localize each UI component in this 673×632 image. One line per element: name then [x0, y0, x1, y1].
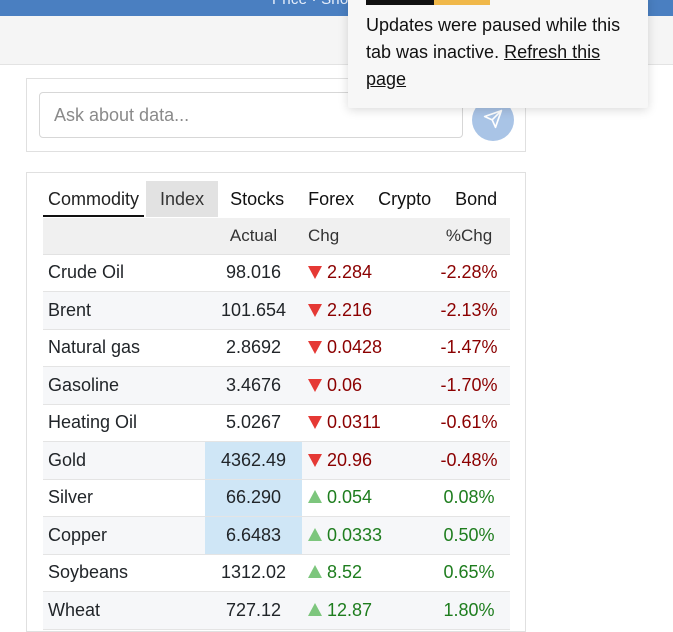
actual-value: 66.290: [205, 479, 302, 517]
market-table-panel: Commodity Index Stocks Forex Crypto Bond…: [26, 172, 526, 632]
commodity-name[interactable]: Wheat: [43, 591, 205, 630]
down-arrow-icon: [308, 303, 322, 317]
header-actual[interactable]: Actual: [205, 218, 302, 255]
toast-accent-dark: [366, 0, 434, 5]
change-value: 8.52: [327, 562, 363, 583]
actual-value: 1312.02: [205, 554, 302, 592]
table-row[interactable]: Wheat 727.12 12.87 1.80%: [43, 591, 510, 630]
commodity-name[interactable]: Brent: [43, 291, 205, 330]
toast-message: Updates were paused while this tab was i…: [366, 12, 636, 93]
percent-change: 1.80%: [428, 591, 510, 630]
table-row[interactable]: Natural gas 2.8692 0.0428 -1.47%: [43, 329, 510, 367]
change-cell: 2.216: [302, 291, 428, 330]
change-cell: 0.0428: [302, 329, 428, 367]
down-arrow-icon: [308, 266, 322, 280]
up-arrow-icon: [308, 565, 322, 579]
commodity-name[interactable]: Natural gas: [43, 329, 205, 367]
change-cell: 0.054: [302, 479, 428, 517]
commodity-table: Actual Chg %Chg Crude Oil 98.016 2.284 -2.2…: [43, 218, 510, 630]
change-value: 0.06: [327, 374, 363, 395]
actual-value: 3.4676: [205, 366, 302, 405]
change-value: 0.0333: [327, 524, 383, 545]
change-cell: 0.06: [302, 366, 428, 405]
percent-change: -0.48%: [428, 441, 510, 480]
change-cell: 8.52: [302, 554, 428, 592]
change-cell: 20.96: [302, 441, 428, 480]
commodity-name[interactable]: Copper: [43, 516, 205, 555]
table-row[interactable]: Gold 4362.49 20.96 -0.48%: [43, 441, 510, 480]
change-value: 0.0428: [327, 337, 383, 358]
actual-value: 2.8692: [205, 329, 302, 367]
tab-forex[interactable]: Forex: [308, 189, 355, 209]
change-value: 0.0311: [327, 412, 381, 433]
market-tabs: Commodity Index Stocks Forex Crypto Bond: [43, 181, 509, 217]
commodity-name[interactable]: Soybeans: [43, 554, 205, 592]
down-arrow-icon: [308, 416, 322, 430]
change-value: 12.87: [327, 599, 373, 620]
toast-accent-orange: [434, 0, 490, 5]
percent-change: -2.13%: [428, 291, 510, 330]
header-pct[interactable]: %Chg: [428, 218, 510, 255]
change-value: 2.284: [327, 262, 373, 283]
table-row[interactable]: Gasoline 3.4676 0.06 -1.70%: [43, 366, 510, 405]
percent-change: 0.08%: [428, 479, 510, 517]
ask-panel: [26, 78, 526, 152]
change-cell: 0.0311: [302, 404, 428, 442]
table-header-row: Actual Chg %Chg: [43, 218, 510, 255]
tab-stocks[interactable]: Stocks: [230, 189, 285, 209]
table-row[interactable]: Crude Oil 98.016 2.284 -2.28%: [43, 254, 510, 292]
commodity-name[interactable]: Heating Oil: [43, 404, 205, 442]
up-arrow-icon: [308, 602, 322, 616]
actual-value: 6.6483: [205, 516, 302, 555]
percent-change: -1.70%: [428, 366, 510, 405]
actual-value: 4362.49: [205, 441, 302, 480]
change-value: 20.96: [327, 449, 373, 470]
actual-value: 101.654: [205, 291, 302, 330]
table-row[interactable]: Copper 6.6483 0.0333 0.50%: [43, 516, 510, 555]
table-row[interactable]: Soybeans 1312.02 8.52 0.65%: [43, 554, 510, 592]
actual-value: 5.0267: [205, 404, 302, 442]
header-chg[interactable]: Chg: [302, 218, 428, 255]
change-value: 0.054: [327, 487, 373, 508]
percent-change: -1.47%: [428, 329, 510, 367]
down-arrow-icon: [308, 341, 322, 355]
toast-message-text: Updates were paused while this tab was i…: [366, 15, 621, 62]
up-arrow-icon: [308, 527, 322, 541]
tab-commodity[interactable]: Commodity: [43, 181, 145, 217]
percent-change: 0.65%: [428, 554, 510, 592]
refresh-page-link[interactable]: Refresh this page: [366, 42, 601, 89]
header-name: [43, 218, 205, 255]
change-value: 2.216: [327, 299, 373, 320]
table-row[interactable]: Silver 66.290 0.054 0.08%: [43, 479, 510, 517]
down-arrow-icon: [308, 453, 322, 467]
up-arrow-icon: [308, 490, 322, 504]
change-cell: 2.284: [302, 254, 428, 292]
table-row[interactable]: Heating Oil 5.0267 0.0311 -0.61%: [43, 404, 510, 442]
change-cell: 0.0333: [302, 516, 428, 555]
change-cell: 12.87: [302, 591, 428, 630]
tab-crypto[interactable]: Crypto: [378, 189, 432, 209]
actual-value: 98.016: [205, 254, 302, 292]
table-row[interactable]: Brent 101.654 2.216 -2.13%: [43, 291, 510, 330]
commodity-name[interactable]: Gold: [43, 441, 205, 480]
tab-bond[interactable]: Bond: [455, 189, 498, 209]
commodity-name[interactable]: Gasoline: [43, 366, 205, 405]
paused-updates-toast: Updates were paused while this tab was i…: [348, 0, 648, 108]
commodity-name[interactable]: Silver: [43, 479, 205, 517]
send-icon: [483, 109, 503, 132]
down-arrow-icon: [308, 378, 322, 392]
actual-value: 727.12: [205, 591, 302, 630]
percent-change: -2.28%: [428, 254, 510, 292]
top-nav-text[interactable]: Price · Shop: [272, 0, 357, 8]
percent-change: -0.61%: [428, 404, 510, 442]
commodity-name[interactable]: Crude Oil: [43, 254, 205, 292]
percent-change: 0.50%: [428, 516, 510, 555]
tab-index[interactable]: Index: [146, 181, 219, 217]
